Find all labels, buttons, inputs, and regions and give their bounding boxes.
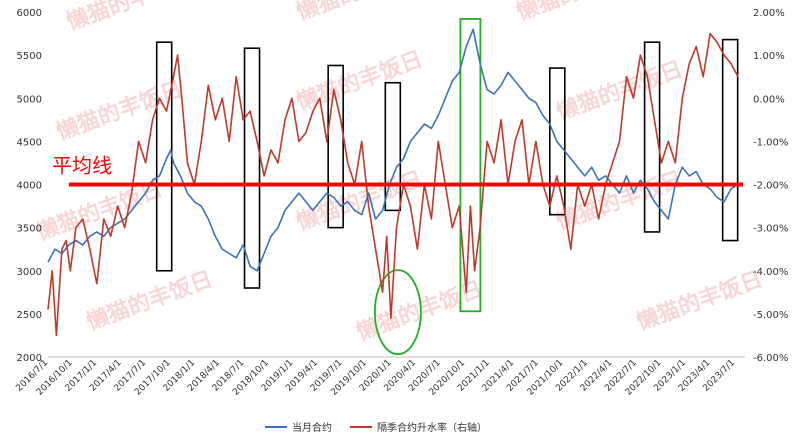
left-axis-tick-label: 3000 — [17, 267, 42, 278]
left-axis-tick-label: 6000 — [17, 8, 42, 19]
left-axis-tick-label: 2500 — [17, 310, 42, 321]
watermark-text: 懒猫的丰饭日 — [513, 0, 646, 26]
right-axis-tick-label: 1.00% — [753, 51, 785, 62]
left-axis-tick-label: 2000 — [17, 353, 42, 364]
average-line-label: 平均线 — [52, 154, 112, 178]
series-line — [47, 32, 739, 337]
highlight-box — [459, 17, 482, 313]
left-axis-tick-label: 4500 — [17, 137, 42, 148]
watermark-text: 懒猫的丰饭日 — [293, 0, 426, 26]
watermark-text: 懒猫的丰饭日 — [293, 166, 426, 236]
watermark-text: 懒猫的丰饭日 — [63, 0, 196, 36]
annotation-boxes — [155, 17, 739, 356]
legend-label: 当月合约 — [292, 421, 332, 434]
watermark-text: 懒猫的丰饭日 — [83, 266, 216, 336]
right-axis-tick-label: -1.00% — [753, 137, 788, 148]
right-axis-tick-label: 2.00% — [753, 8, 785, 19]
right-axis-tick-label: -3.00% — [753, 224, 788, 235]
left-axis-tick-label: 5500 — [17, 51, 42, 62]
left-axis-tick-label: 5000 — [17, 94, 42, 105]
right-axis-tick-label: -6.00% — [753, 353, 788, 364]
right-axis-tick-label: -5.00% — [753, 310, 788, 321]
legend: 当月合约 隔季合约升水率（右轴） — [265, 421, 487, 434]
annotation-box — [721, 38, 739, 242]
annotation-box — [243, 47, 261, 289]
annotation-box — [549, 67, 566, 216]
left-axis-tick-label: 4000 — [17, 181, 42, 192]
watermark-text: 懒猫的丰饭日 — [553, 56, 686, 126]
watermark-text: 懒猫的丰饭日 — [293, 46, 426, 116]
annotation-box — [155, 41, 173, 272]
right-axis-tick-label: -4.00% — [753, 267, 788, 278]
left-axis-tick-label: 3500 — [17, 224, 42, 235]
right-axis-tick-label: -2.00% — [753, 181, 788, 192]
annotation-box — [643, 41, 661, 233]
right-axis-tick-label: 0.00% — [753, 94, 785, 105]
legend-label: 隔季合约升水率（右轴） — [377, 421, 487, 434]
highlight-circle — [373, 269, 422, 356]
reference-line-group: 平均线 — [52, 154, 743, 187]
annotation-box — [384, 81, 402, 212]
annotation-box — [327, 64, 344, 229]
watermark-text: 懒猫的丰饭日 — [633, 266, 766, 336]
